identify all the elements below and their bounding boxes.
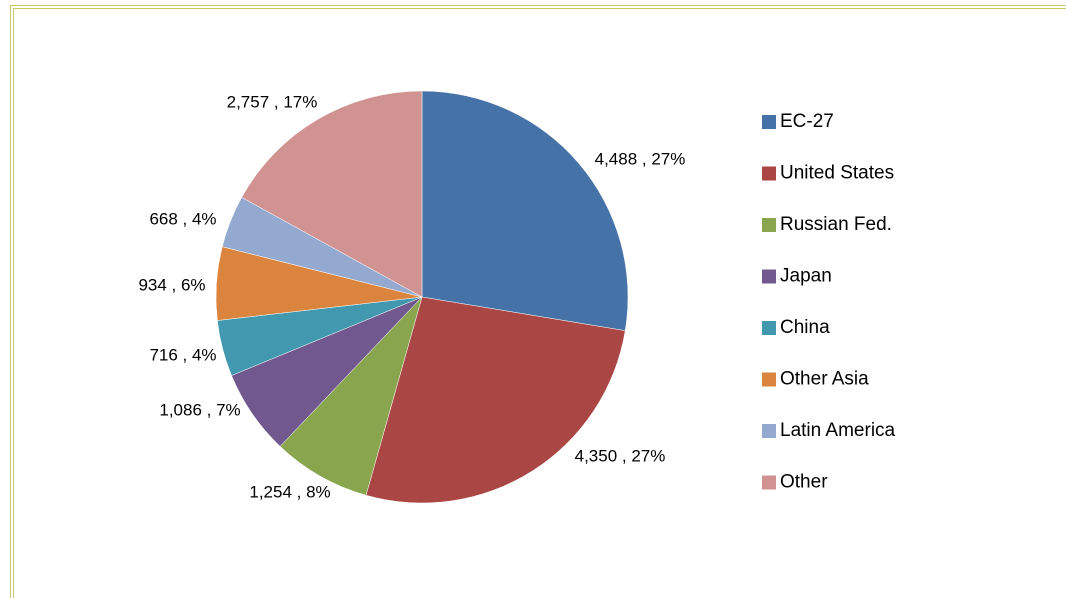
data-label: 4,350 , 27% [575, 446, 666, 465]
legend-swatch [762, 475, 776, 490]
legend-swatch [762, 321, 776, 335]
pie-slice [421, 90, 629, 331]
legend-label: Russian Fed. [780, 214, 892, 235]
legend-label: China [780, 317, 830, 338]
data-label: 4,488 , 27% [595, 149, 686, 168]
legend-label: Other Asia [780, 369, 869, 390]
legend-label: EC-27 [780, 111, 834, 132]
frame-inner [13, 8, 1066, 598]
data-label: 2,757 , 17% [227, 92, 318, 111]
pie-slice [279, 296, 423, 496]
legend-swatch [762, 424, 776, 438]
data-label: 1,254 , 8% [249, 482, 330, 501]
legend-label: United States [780, 163, 894, 184]
legend-label: Japan [780, 266, 832, 287]
data-label: 716 , 4% [149, 345, 216, 364]
legend-swatch [762, 166, 776, 181]
legend-swatch [762, 372, 776, 387]
legend-swatch [762, 115, 776, 129]
data-label: 934 , 6% [138, 275, 205, 294]
legend-label: Other [780, 472, 828, 493]
legend-swatch [762, 218, 776, 232]
legend-label: Latin America [780, 420, 896, 441]
data-label: 1,086 , 7% [159, 400, 240, 419]
frame [10, 5, 1066, 598]
pie-slice [365, 296, 626, 504]
data-label: 668 , 4% [149, 209, 216, 228]
legend-swatch [762, 269, 776, 284]
pie-slice [241, 90, 423, 298]
